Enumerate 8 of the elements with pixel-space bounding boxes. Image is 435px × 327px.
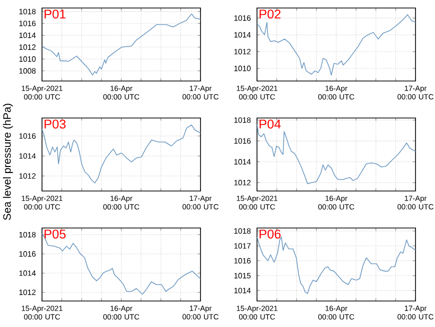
line-series <box>257 236 416 294</box>
chart-title: P06 <box>260 230 281 239</box>
chart-title: P05 <box>44 230 66 239</box>
chart-title: P04 <box>260 120 281 129</box>
chart-title: P03 <box>44 120 66 129</box>
chart-title: P01 <box>44 10 66 19</box>
chart-title: P02 <box>260 10 281 19</box>
y-axis-title: Sea level pressure (hPa) <box>2 104 13 220</box>
